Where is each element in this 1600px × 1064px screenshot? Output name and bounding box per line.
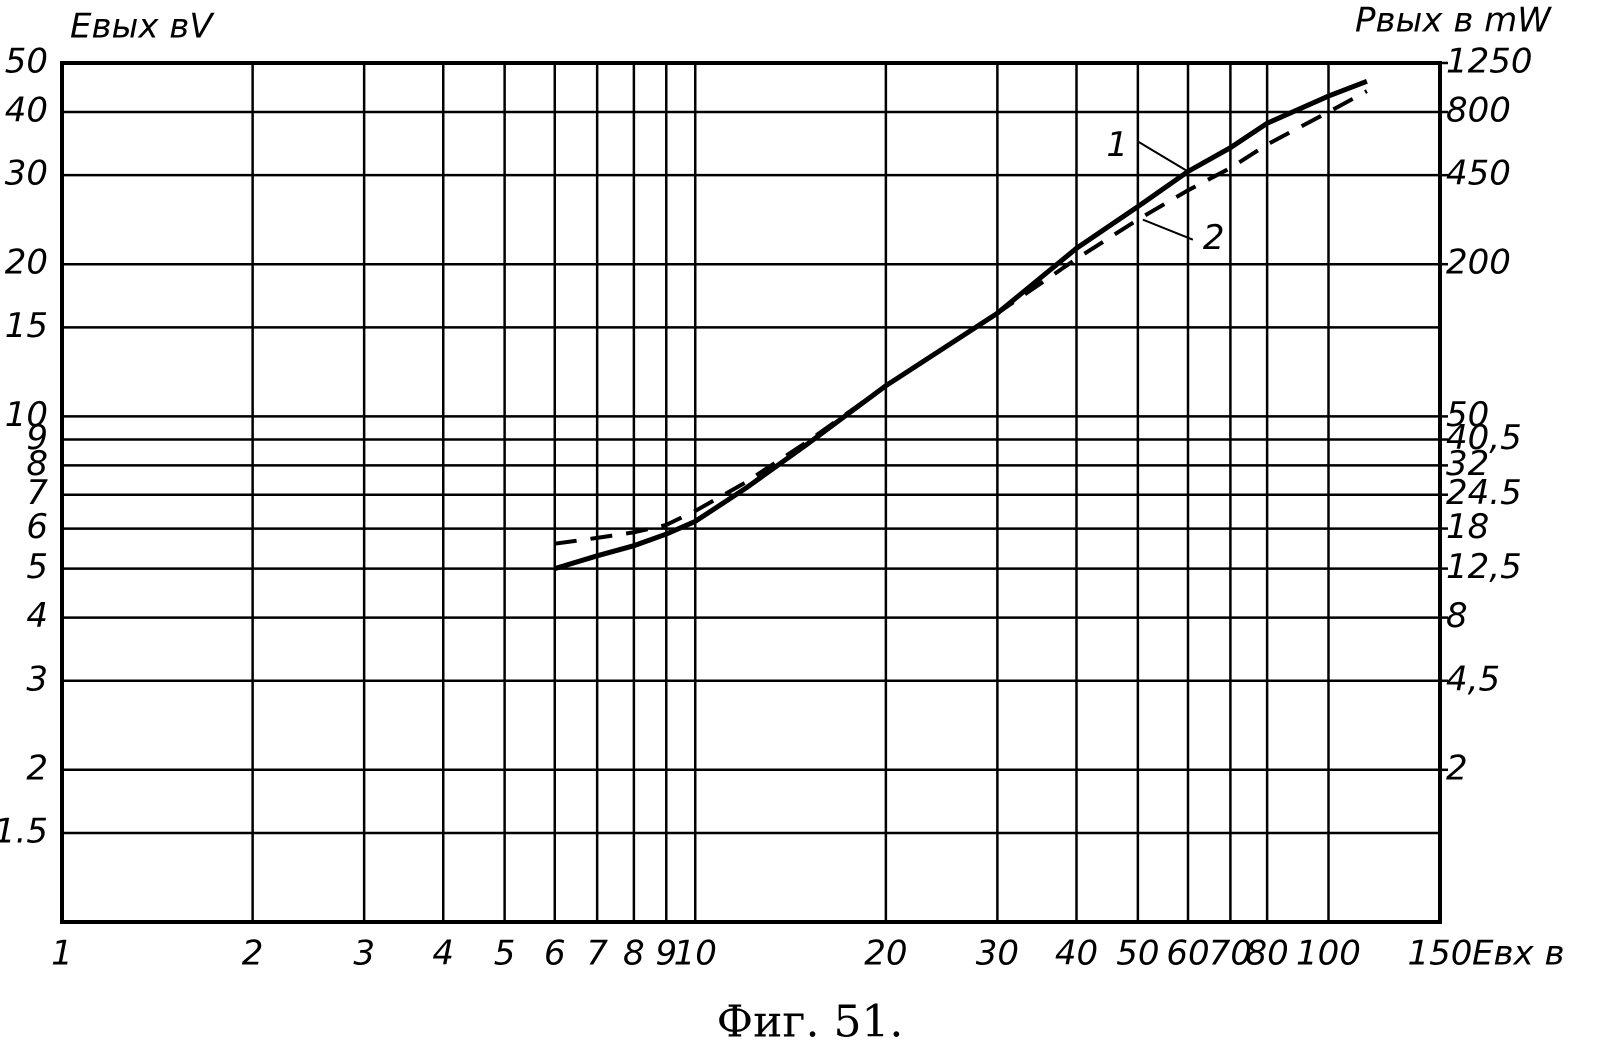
- y-tick-label: 6: [26, 507, 48, 547]
- x-tick-label: 50: [1116, 934, 1159, 974]
- x-tick-label: 8: [623, 934, 645, 974]
- y-tick-label: 8: [26, 444, 48, 484]
- plot-frame: [60, 61, 1442, 924]
- y-tick-label: 50: [5, 42, 48, 82]
- y2-tick-label: 8: [1446, 596, 1468, 636]
- y-tick-label: 4: [26, 596, 48, 636]
- x-tick-label: 3: [353, 934, 375, 974]
- leader-line: [1142, 218, 1194, 241]
- x-tick-label: 30: [976, 934, 1019, 974]
- figure-caption: Фиг. 51.: [717, 997, 904, 1048]
- y2-tick-label: 800: [1446, 90, 1511, 130]
- y2-tick-label: 200: [1446, 243, 1511, 283]
- x-tick-label: 20: [864, 934, 907, 974]
- x-tick-label: 100: [1296, 934, 1361, 974]
- curve-label: 1: [1106, 125, 1128, 165]
- x-tick-label: 1: [51, 934, 73, 974]
- x-tick-label: 7: [586, 934, 608, 974]
- y-tick-label: 9: [26, 418, 48, 458]
- x-tick-label: 40: [1055, 934, 1098, 974]
- y2-tick-label: 24.5: [1446, 473, 1522, 513]
- x-tick-label: 10: [674, 934, 717, 974]
- y-tick-label: 30: [5, 154, 48, 194]
- curve-label: 2: [1203, 218, 1225, 258]
- x-tick-label: 150: [1408, 934, 1473, 974]
- y-tick-label: 5: [26, 547, 48, 587]
- x-tick-label: 70: [1209, 934, 1252, 974]
- series-line: [554, 89, 1368, 546]
- x-tick-label: 4: [432, 934, 454, 974]
- y2-tick-label: 18: [1446, 507, 1489, 547]
- y2-tick-label: 4,5: [1446, 659, 1500, 699]
- y2-tick-label: 1250: [1446, 42, 1533, 82]
- x-tick-label: 2: [242, 934, 264, 974]
- x-tick-label: 9: [655, 934, 677, 974]
- y-tick-label: 20: [5, 243, 48, 283]
- x-axis-title: Eвх в: [1472, 934, 1565, 974]
- y2-tick-label: 50: [1446, 395, 1489, 435]
- y2-axis-title: Pвых в mW: [1355, 1, 1552, 41]
- x-tick-label: 6: [544, 934, 566, 974]
- y-tick-label: 1.5: [0, 811, 48, 851]
- y2-tick-label: 32: [1446, 444, 1489, 484]
- y-tick-label: 3: [26, 659, 48, 699]
- y-tick-label: 15: [5, 306, 48, 346]
- x-tick-label: 80: [1245, 934, 1288, 974]
- y2-tick-label: 12,5: [1446, 547, 1522, 587]
- y-tick-label: 40: [5, 90, 48, 130]
- y-tick-label: 7: [26, 473, 48, 513]
- x-tick-label: 5: [494, 934, 516, 974]
- y-tick-label: 10: [5, 395, 48, 435]
- y2-tick-label: 450: [1446, 154, 1511, 194]
- y2-tick-label: 40,5: [1446, 418, 1522, 458]
- y-axis-title: Eвых вV: [70, 7, 215, 47]
- y-tick-label: 2: [26, 748, 48, 788]
- leader-line: [1137, 140, 1189, 173]
- x-tick-label: 60: [1166, 934, 1209, 974]
- y2-tick-label: 2: [1446, 748, 1468, 788]
